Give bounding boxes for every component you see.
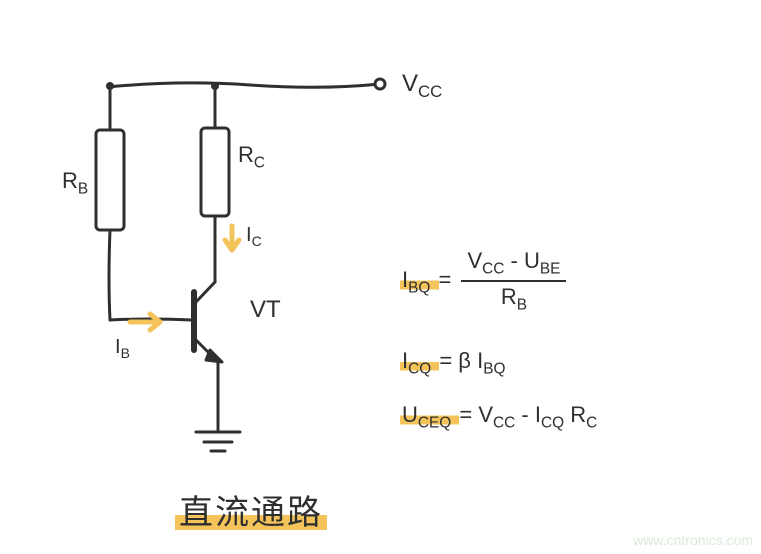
resistor-rc	[201, 128, 229, 216]
resistor-rb	[96, 130, 124, 230]
node-rb-rc	[211, 82, 219, 90]
rb-label: RB	[62, 168, 88, 198]
vcc-label: VCC	[402, 70, 442, 102]
transistor-collector	[196, 282, 215, 302]
wire-top-rail	[108, 83, 380, 87]
ic-label: IC	[246, 224, 262, 249]
wire-rb-bottom	[109, 230, 110, 320]
vt-label: VT	[250, 296, 281, 324]
node-left-top	[106, 82, 114, 90]
watermark-text: www.cntronics.com	[633, 532, 753, 548]
diagram-title: 直流通路	[175, 485, 327, 534]
eq-ibq: IBQ = VCC - UBE RB	[400, 248, 570, 315]
transistor-emitter-arrow	[206, 350, 222, 362]
eq-uceq: UCEQ = VCC - ICQ RC	[400, 402, 597, 432]
circuit-diagram	[0, 0, 761, 554]
ib-label: IB	[115, 336, 130, 361]
rc-label: RC	[238, 142, 265, 172]
eq-icq: ICQ = β IBQ	[400, 348, 505, 378]
vcc-node	[375, 79, 385, 89]
